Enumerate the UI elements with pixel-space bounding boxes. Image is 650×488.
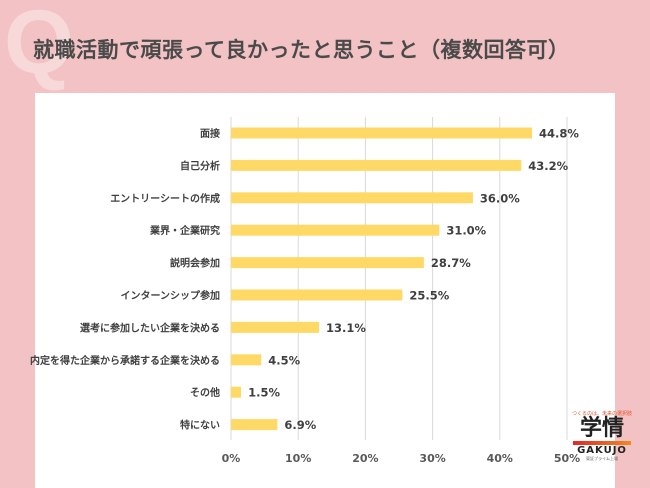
x-tick-label: 10% [285,452,311,465]
category-label: 業界・企業研究 [149,224,220,237]
x-tick-label: 40% [487,452,513,465]
x-tick-label: 20% [352,452,378,465]
bar [231,419,278,431]
data-label: 1.5% [248,386,280,400]
data-label: 13.1% [326,321,366,335]
bar [231,224,440,236]
data-label: 36.0% [480,191,520,205]
x-tick-label: 0% [222,452,241,465]
logo-name: 学情 [579,416,624,441]
bar [231,192,473,204]
category-label: 面接 [200,127,220,140]
logo-bar [573,441,631,445]
logo-roman: GAKUJO [577,445,627,456]
category-label: 特にない [180,419,220,432]
x-tick-label: 30% [419,452,445,465]
data-label: 4.5% [268,353,300,367]
q-mark: Q [4,0,75,93]
data-label: 44.8% [539,127,579,141]
bar [231,159,522,171]
bar [231,257,424,269]
bar [231,321,320,333]
category-label: エントリーシートの作成 [110,192,220,205]
data-label: 6.9% [284,418,316,432]
bar [231,354,262,366]
data-label: 25.5% [409,289,449,303]
logo-sub: 東証プライム上場 [586,456,618,461]
x-tick-label: 50% [554,452,580,465]
category-label: 自己分析 [180,159,220,172]
data-label: 31.0% [446,224,486,238]
gakujo-logo: つくるのは、未来の選択肢 学情 GAKUJO 東証プライム上場 [567,410,637,462]
category-label: その他 [190,386,220,399]
category-label: 選考に参加したい企業を決める [80,321,220,334]
bar [231,289,403,301]
category-label: 内定を得た企業から承諾する企業を決める [30,354,220,367]
bar [231,127,533,139]
category-label: 説明会参加 [170,257,220,270]
logo-tagline: つくるのは、未来の選択肢 [572,411,632,417]
page-title: 就職活動で頑張って良かったと思うこと（複数回答可） [33,38,570,62]
category-label: インターンシップ参加 [121,289,221,302]
data-label: 43.2% [528,159,568,173]
data-label: 28.7% [431,256,471,270]
bar [231,386,242,398]
